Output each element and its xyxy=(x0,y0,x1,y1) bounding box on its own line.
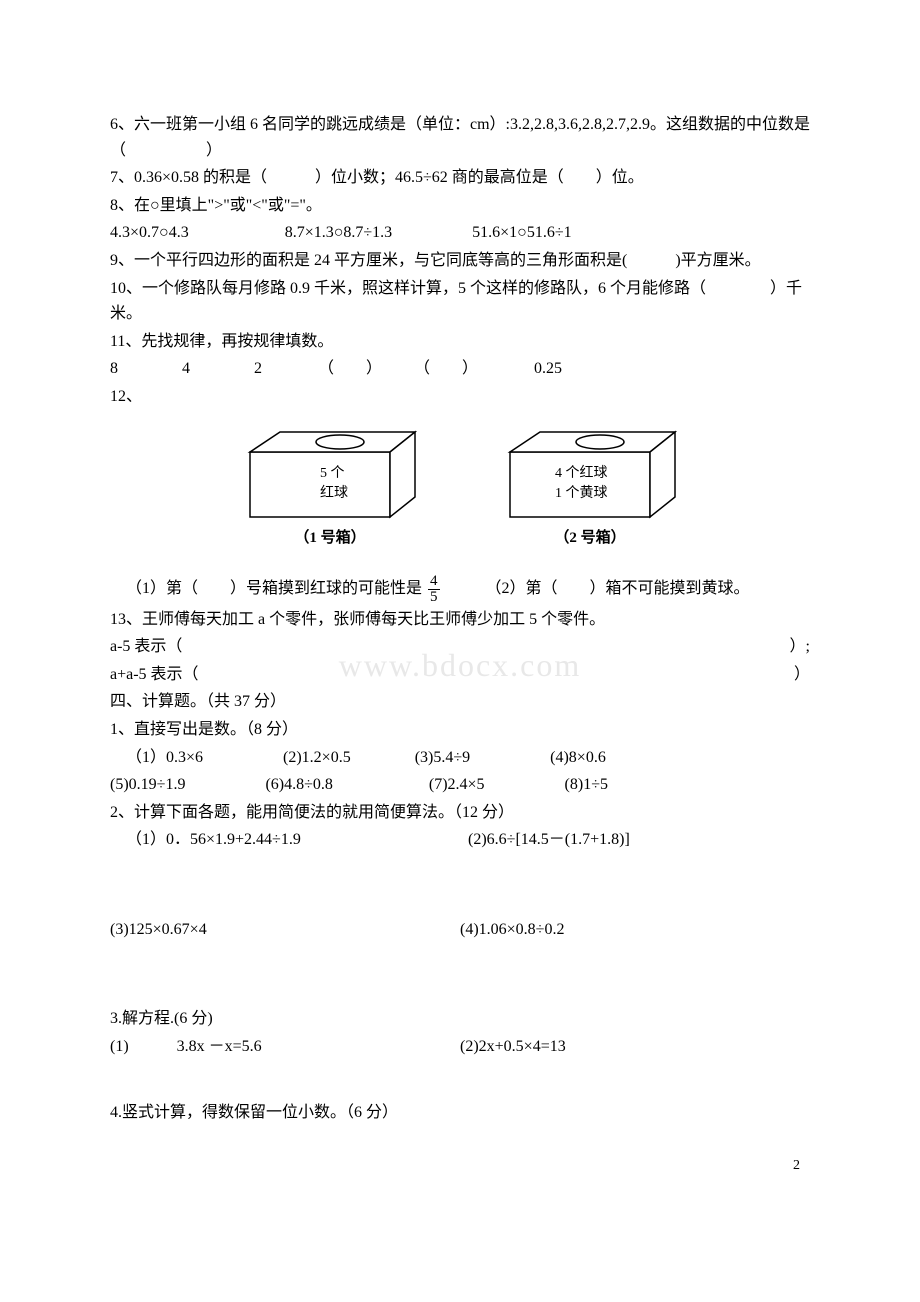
q13-a-end: ）; xyxy=(790,634,810,660)
q11-seq: 8 4 2 （ ） （ ） 0.25 xyxy=(110,356,810,382)
s4-3-2: (2)2x+0.5×4=13 xyxy=(460,1034,810,1060)
box-2-label: （2 号箱） xyxy=(554,526,625,550)
box2-text1: 4 个红球 xyxy=(555,465,608,481)
q13-b-row: a+a-5 表示（ ） xyxy=(110,662,810,688)
sec4-title: 四、计算题。（共 37 分） xyxy=(110,689,810,715)
frac-num: 4 xyxy=(428,574,440,590)
s4-2-4: (4)1.06×0.8÷0.2 xyxy=(460,917,810,943)
s4-1-title: 1、直接写出是数。（8 分） xyxy=(110,717,810,743)
box-2-svg: 4 个红球 1 个黄球 xyxy=(500,422,680,522)
q8-items: 4.3×0.7○4.3 8.7×1.3○8.7÷1.3 51.6×1○51.6÷… xyxy=(110,220,810,246)
s4-2-2: (2)6.6÷[14.5－(1.7+1.8)] xyxy=(468,827,810,853)
q13-b-end: ） xyxy=(794,662,810,688)
q6: 6、六一班第一小组 6 名同学的跳远成绩是（单位：cm）:3.2,2.8,3.6… xyxy=(110,112,810,163)
s4-3-row: (1) 3.8x －x=5.6 (2)2x+0.5×4=13 xyxy=(110,1034,810,1060)
s4-2-title: 2、计算下面各题，能用简便法的就用简便算法。（12 分） xyxy=(110,800,810,826)
box1-text2: 红球 xyxy=(320,485,348,501)
s4-3-1: (1) 3.8x －x=5.6 xyxy=(110,1034,460,1060)
fraction: 4 5 xyxy=(428,574,440,605)
q13-title: 13、王师傅每天加工 a 个零件，张师傅每天比王师傅少加工 5 个零件。 xyxy=(110,607,810,633)
s4-2-row2: (3)125×0.67×4 (4)1.06×0.8÷0.2 xyxy=(110,917,810,943)
q13-b: a+a-5 表示（ xyxy=(110,662,199,688)
q9: 9、一个平行四边形的面积是 24 平方厘米，与它同底等高的三角形面积是( )平方… xyxy=(110,248,810,274)
q13-a-row: a-5 表示（ ）; xyxy=(110,634,810,660)
s4-4-title: 4.竖式计算，得数保留一位小数。（6 分） xyxy=(110,1100,810,1126)
figure-row: 5 个 红球 （1 号箱） 4 个红球 1 个黄球 （2 号箱） xyxy=(110,422,810,550)
q10: 10、一个修路队每月修路 0.9 千米，照这样计算，5 个这样的修路队，6 个月… xyxy=(110,276,810,327)
q11-title: 11、先找规律，再按规律填数。 xyxy=(110,329,810,355)
q12-1b: （2）第（ ）箱不可能摸到黄球。 xyxy=(446,580,750,597)
page-number: 2 xyxy=(110,1155,810,1177)
q12-sub: （1）第（ ）号箱摸到红球的可能性是 4 5 （2）第（ ）箱不可能摸到黄球。 xyxy=(110,574,810,605)
s4-2-row1: （1）0．56×1.9+2.44÷1.9 (2)6.6÷[14.5－(1.7+1… xyxy=(110,827,810,853)
s4-2-3: (3)125×0.67×4 xyxy=(110,917,460,943)
q8-title: 8、在○里填上">"或"<"或"="。 xyxy=(110,193,810,219)
q12-1a: （1）第（ ）号箱摸到红球的可能性是 xyxy=(110,580,422,597)
box1-text1: 5 个 xyxy=(320,465,345,481)
s4-1-r2: (5)0.19÷1.9 (6)4.8÷0.8 (7)2.4×5 (8)1÷5 xyxy=(110,772,810,798)
q13-a: a-5 表示（ xyxy=(110,634,182,660)
s4-3-title: 3.解方程.(6 分) xyxy=(110,1006,810,1032)
box2-text2: 1 个黄球 xyxy=(555,484,608,501)
box-1: 5 个 红球 （1 号箱） xyxy=(240,422,420,550)
q12-title: 12、 xyxy=(110,384,810,410)
frac-den: 5 xyxy=(428,590,440,605)
s4-1-r1: （1）0.3×6 (2)1.2×0.5 (3)5.4÷9 (4)8×0.6 xyxy=(110,745,810,771)
box-1-svg: 5 个 红球 xyxy=(240,422,420,522)
box-1-label: （1 号箱） xyxy=(294,526,365,550)
q7: 7、0.36×0.58 的积是（ ）位小数；46.5÷62 商的最高位是（ ）位… xyxy=(110,165,810,191)
s4-2-1: （1）0．56×1.9+2.44÷1.9 xyxy=(110,827,468,853)
box-2: 4 个红球 1 个黄球 （2 号箱） xyxy=(500,422,680,550)
